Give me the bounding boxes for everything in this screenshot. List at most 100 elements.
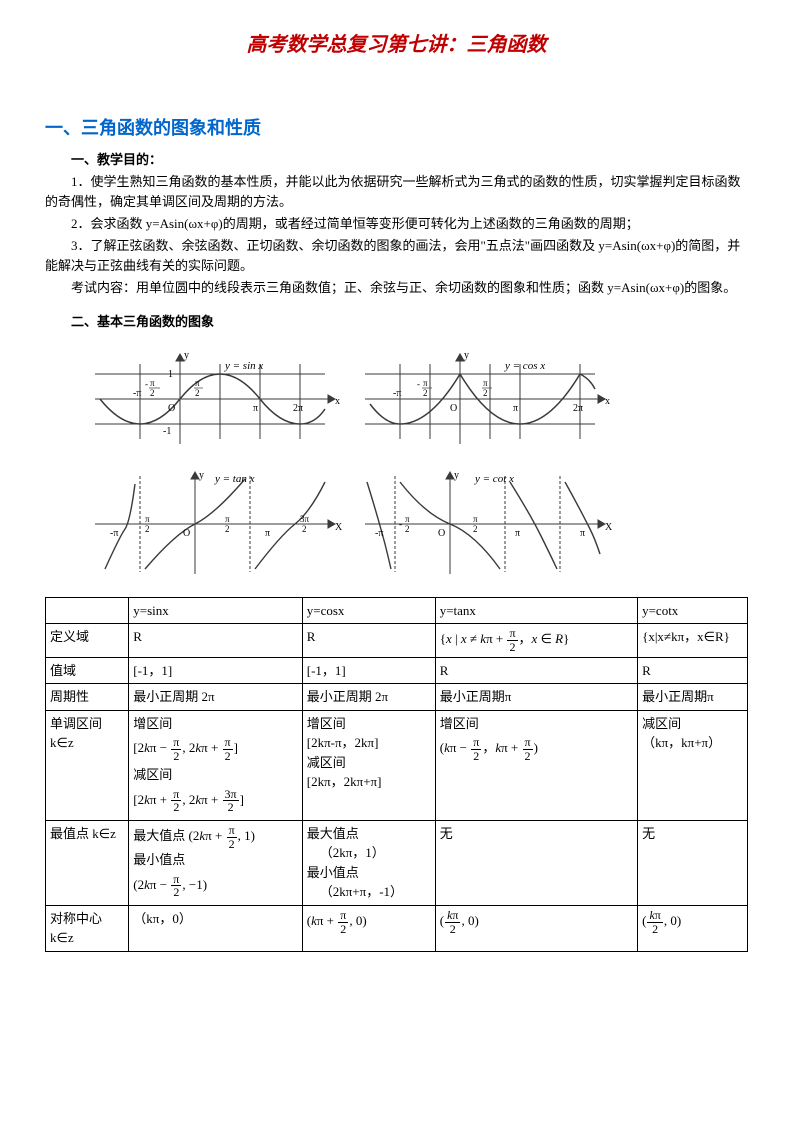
value: （2kπ，1） xyxy=(307,843,431,863)
cell-tan-domain: {x | x ≠ kπ + π2，x ∈ R} xyxy=(435,624,637,657)
svg-text:-π: -π xyxy=(393,388,401,399)
svg-text:2: 2 xyxy=(483,388,488,398)
cot-graph: y = cot x O X y -π π 2 - π 2 π π xyxy=(355,464,615,579)
cot-label: y = cot x xyxy=(474,473,514,485)
sin-label: y = sin x xyxy=(224,360,263,372)
svg-text:2: 2 xyxy=(145,524,150,534)
svg-text:-π: -π xyxy=(133,388,141,399)
svg-text:-π: -π xyxy=(110,528,118,539)
main-title: 高考数学总复习第七讲：三角函数 xyxy=(45,30,748,60)
svg-text:-1: -1 xyxy=(163,426,171,437)
cos-label: y = cos x xyxy=(504,360,545,372)
th-cot: y=cotx xyxy=(638,597,748,624)
svg-text:X: X xyxy=(335,522,343,533)
sub-heading-2: 二、基本三角函数的图象 xyxy=(45,312,748,332)
svg-text:O: O xyxy=(183,528,190,539)
value: [2kπ-π，2kπ] xyxy=(307,733,431,753)
svg-text:π: π xyxy=(265,528,270,539)
svg-text:-π: -π xyxy=(375,528,383,539)
cell: 最小正周期 2π xyxy=(302,684,435,711)
svg-text:-: - xyxy=(145,379,148,389)
cell: R xyxy=(302,624,435,657)
para-1: 1．使学生熟知三角函数的基本性质，并能以此为依据研究一些解析式为三角式的函数的性… xyxy=(45,172,748,212)
svg-text:-: - xyxy=(417,379,420,389)
value: [2kπ，2kπ+π] xyxy=(307,772,431,792)
cell-tan-center: (kπ2, 0) xyxy=(435,905,637,951)
tan-label: y = tan x xyxy=(214,473,255,485)
label-dec: 减区间 xyxy=(133,765,297,785)
svg-text:π: π xyxy=(580,528,585,539)
trig-graphs: y = sin x 1 -1 O x y -π π 2π π 2 - π 2 xyxy=(85,344,605,579)
table-row: 周期性 最小正周期 2π 最小正周期 2π 最小正周期π 最小正周期π xyxy=(46,684,748,711)
svg-text:π: π xyxy=(195,378,200,388)
svg-text:π: π xyxy=(515,528,520,539)
th-sin: y=sinx xyxy=(129,597,302,624)
svg-text:y: y xyxy=(464,350,469,361)
para-4: 考试内容：用单位圆中的线段表示三角函数值；正、余弦与正、余切函数的图象和性质；函… xyxy=(45,278,748,298)
cell: [-1，1] xyxy=(129,657,302,684)
svg-text:2: 2 xyxy=(473,524,478,534)
cell-sin-mono: 增区间 [2kπ − π2, 2kπ + π2] 减区间 [2kπ + π2, … xyxy=(129,710,302,820)
table-row: 定义域 R R {x | x ≠ kπ + π2，x ∈ R} {x|x≠kπ，… xyxy=(46,624,748,657)
cell-cot-mono: 减区间 （kπ，kπ+π） xyxy=(638,710,748,820)
svg-text:X: X xyxy=(605,522,613,533)
cell: 最小正周期π xyxy=(638,684,748,711)
svg-text:π: π xyxy=(473,514,478,524)
label-inc: 增区间 xyxy=(440,714,633,734)
svg-text:2: 2 xyxy=(150,388,155,398)
svg-text:π: π xyxy=(225,514,230,524)
cell: {x|x≠kπ，x∈R} xyxy=(638,624,748,657)
label-min: 最小值点 xyxy=(133,850,297,870)
svg-text:x: x xyxy=(335,396,340,407)
svg-text:2π: 2π xyxy=(573,403,583,414)
cell-cot-center: (kπ2, 0) xyxy=(638,905,748,951)
cell: （kπ，0） xyxy=(129,905,302,951)
row-domain-h: 定义域 xyxy=(46,624,129,657)
svg-text:π: π xyxy=(513,403,518,414)
cell: 最小正周期 2π xyxy=(129,684,302,711)
svg-text:1: 1 xyxy=(168,369,173,380)
label-dec: 减区间 xyxy=(307,753,431,773)
tan-graph: y = tan x O X y -π π 2 π 2 π 3π 2 xyxy=(85,464,345,579)
label-max: 最大值点 xyxy=(307,824,431,844)
label-inc: 增区间 xyxy=(133,714,297,734)
svg-text:2: 2 xyxy=(302,524,307,534)
svg-text:2π: 2π xyxy=(293,403,303,414)
table-row: 最值点 k∈z 最大值点 (2kπ + π2, 1) 最小值点 (2kπ − π… xyxy=(46,820,748,905)
cell-cos-mono: 增区间 [2kπ-π，2kπ] 减区间 [2kπ，2kπ+π] xyxy=(302,710,435,820)
table-row: 对称中心 k∈z （kπ，0） (kπ + π2, 0) (kπ2, 0) (k… xyxy=(46,905,748,951)
svg-text:2: 2 xyxy=(195,388,200,398)
svg-text:2: 2 xyxy=(423,388,428,398)
svg-text:O: O xyxy=(438,528,445,539)
cell: R xyxy=(638,657,748,684)
svg-text:π: π xyxy=(423,378,428,388)
svg-text:π: π xyxy=(145,514,150,524)
label-max: 最大值点 xyxy=(133,828,185,843)
table-header-row: y=sinx y=cosx y=tanx y=cotx xyxy=(46,597,748,624)
cell: 无 xyxy=(435,820,637,905)
th-cos: y=cosx xyxy=(302,597,435,624)
para-3: 3．了解正弦函数、余弦函数、正切函数、余切函数的图象的画法，会用"五点法"画四函… xyxy=(45,236,748,276)
cell: [-1，1] xyxy=(302,657,435,684)
label-min: 最小值点 xyxy=(307,863,431,883)
row-m才ono-h: 单调区间 k∈z xyxy=(46,710,129,820)
value: （2kπ+π，-1） xyxy=(307,882,431,902)
label-dec: 减区间 xyxy=(642,714,743,734)
label-inc: 增区间 xyxy=(307,714,431,734)
svg-text:π: π xyxy=(483,378,488,388)
cell: 无 xyxy=(638,820,748,905)
svg-text:3π: 3π xyxy=(300,514,310,524)
cos-graph: y = cos x O x y -π π 2π π 2 - π 2 xyxy=(355,344,615,454)
cell-sin-ext: 最大值点 (2kπ + π2, 1) 最小值点 (2kπ − π2, −1) xyxy=(129,820,302,905)
svg-text:y: y xyxy=(454,470,459,481)
svg-text:O: O xyxy=(168,403,175,414)
cell-tan-mono: 增区间 (kπ − π2，kπ + π2) xyxy=(435,710,637,820)
row-center-h: 对称中心 k∈z xyxy=(46,905,129,951)
svg-text:O: O xyxy=(450,403,457,414)
row-range-h: 值域 xyxy=(46,657,129,684)
svg-text:2: 2 xyxy=(405,524,410,534)
sub-heading-1: 一、教学目的： xyxy=(45,150,748,170)
svg-text:y: y xyxy=(184,350,189,361)
row-extreme-h: 最值点 k∈z xyxy=(46,820,129,905)
cell-cos-ext: 最大值点 （2kπ，1） 最小值点 （2kπ+π，-1） xyxy=(302,820,435,905)
